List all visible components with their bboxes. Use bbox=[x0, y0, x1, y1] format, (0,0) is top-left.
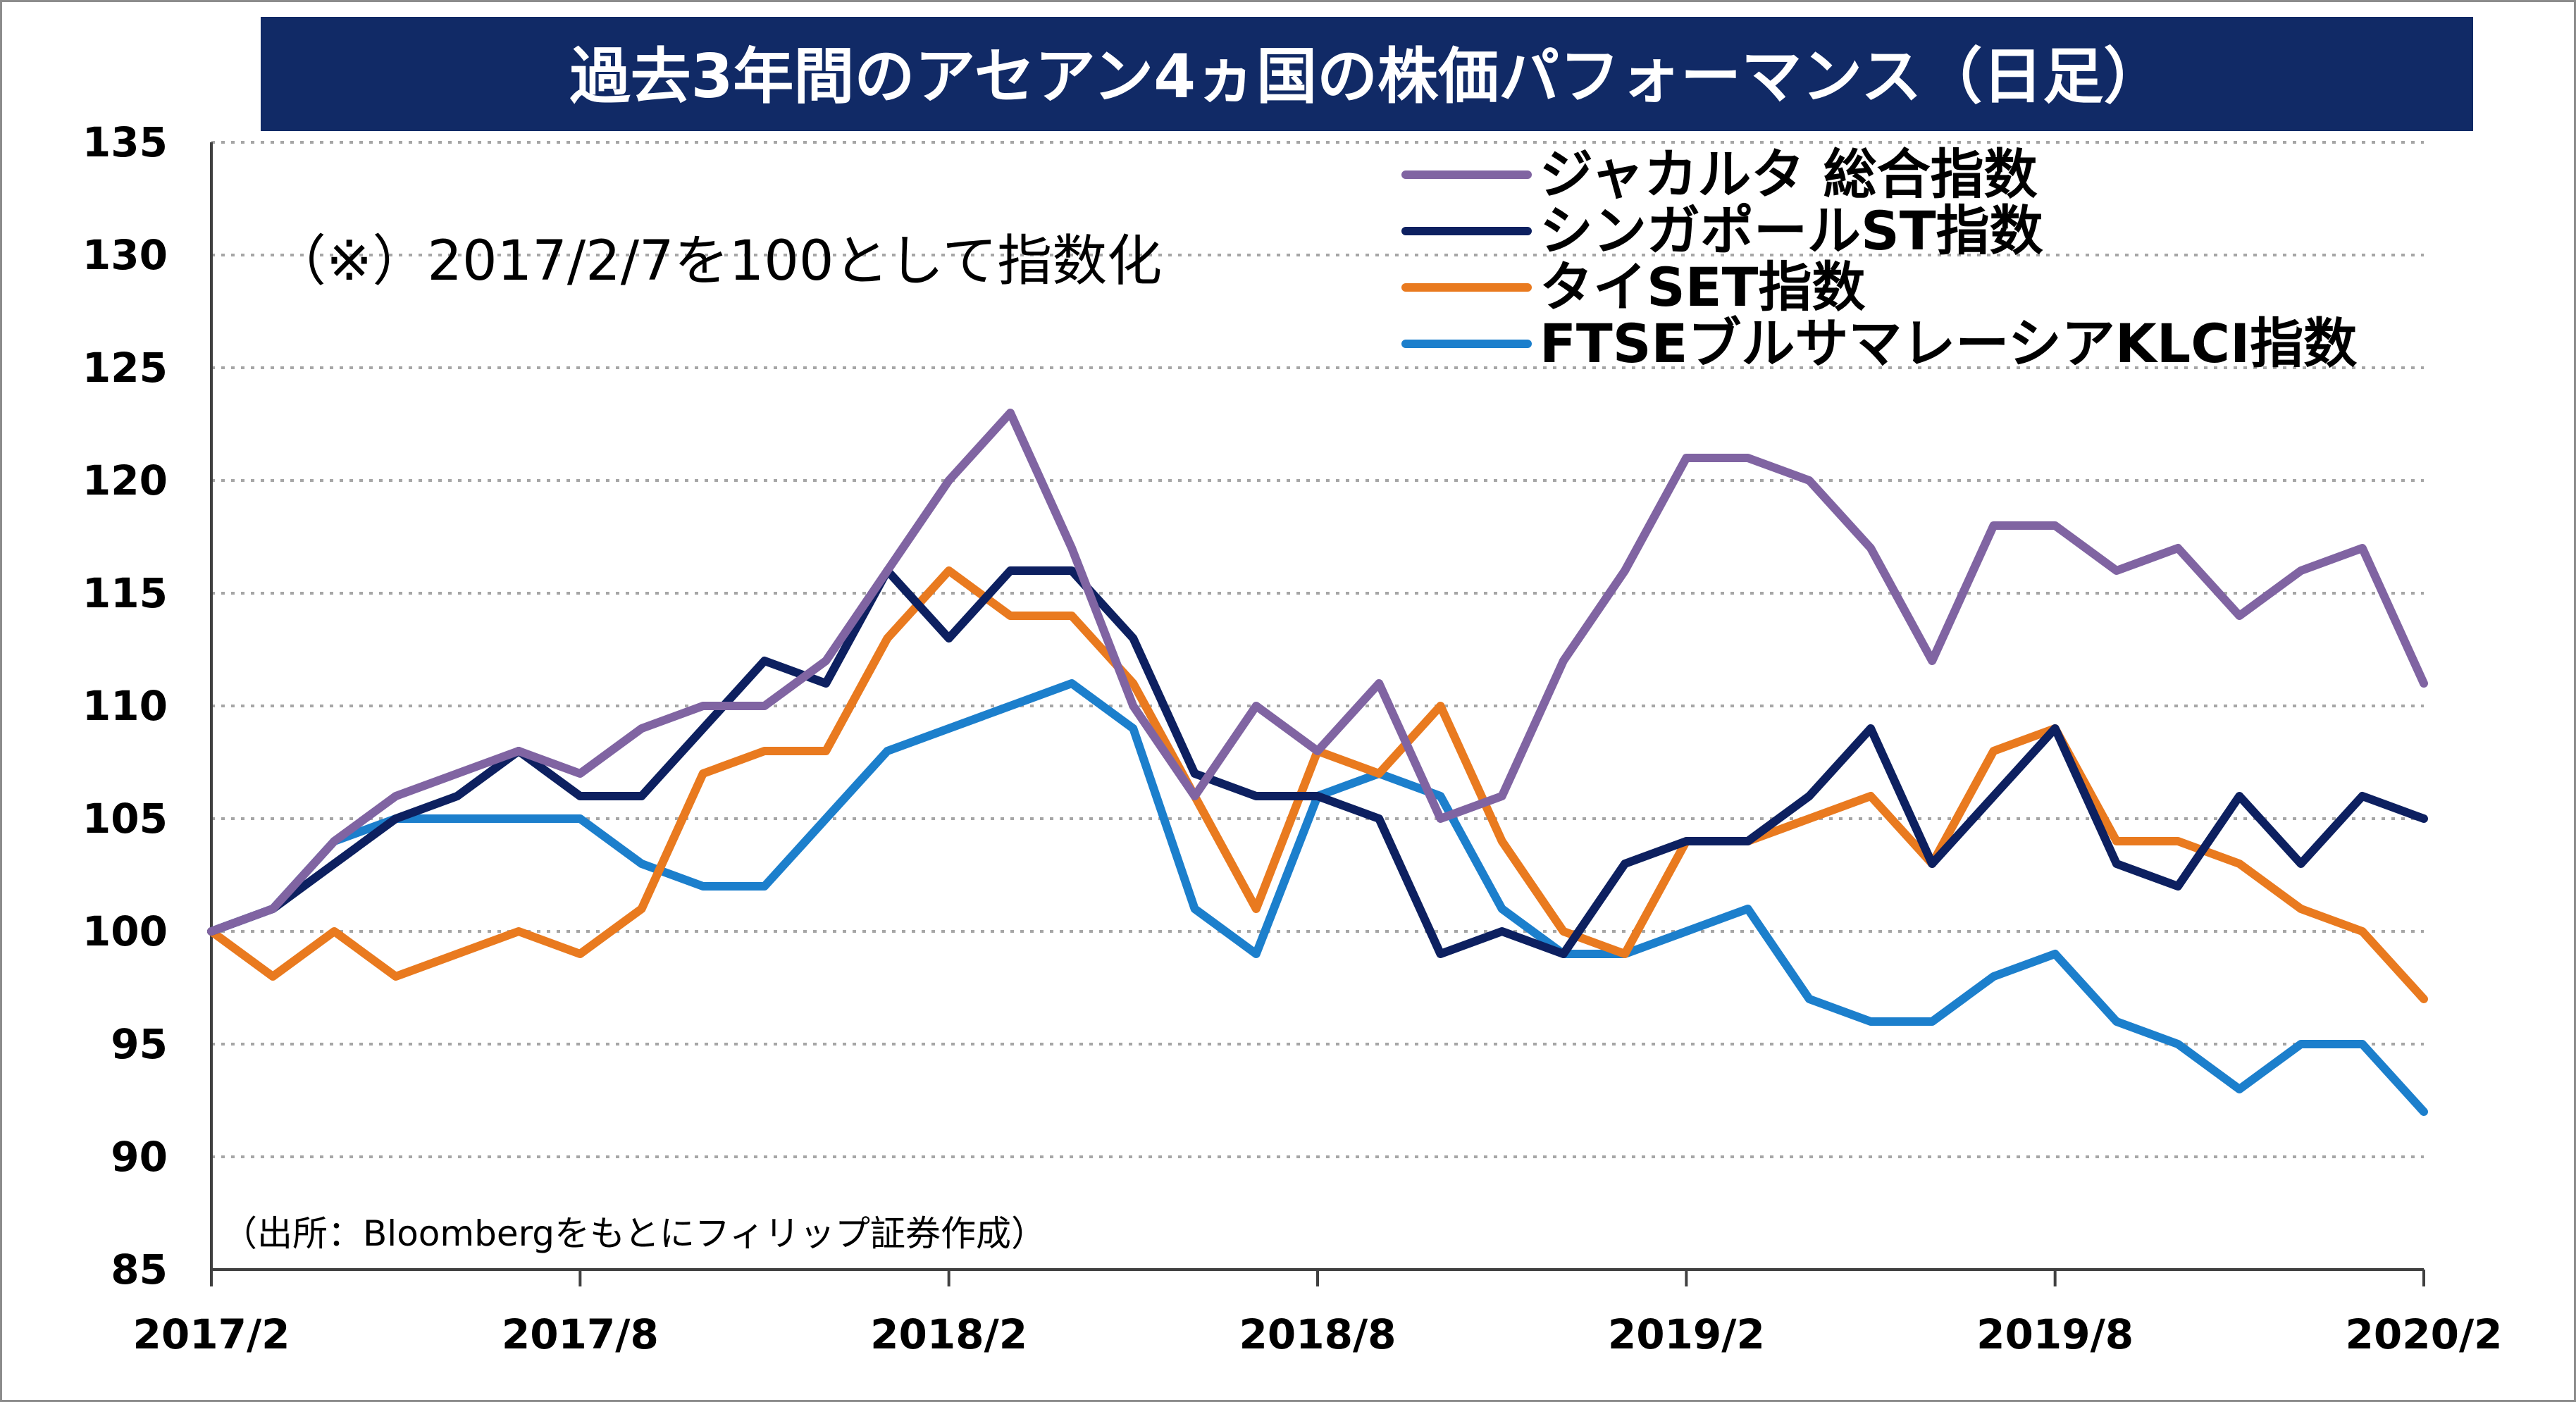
x-tick-label: 2017/2 bbox=[133, 1310, 290, 1358]
y-tick-label: 90 bbox=[111, 1133, 168, 1181]
y-tick-label: 130 bbox=[82, 231, 168, 279]
index-note: （※）2017/2/7を100として指数化 bbox=[271, 230, 1162, 293]
y-tick-label: 100 bbox=[82, 907, 168, 955]
gridlines bbox=[211, 141, 2424, 1158]
chart-title: 過去3年間のアセアン4ヵ国の株価パフォーマンス（日足） bbox=[570, 42, 2165, 112]
series-line-2 bbox=[207, 566, 2428, 958]
x-tick-label: 2020/2 bbox=[2346, 1310, 2503, 1358]
legend-label: ジャカルタ 総合指数 bbox=[1540, 143, 2038, 206]
series-line-1 bbox=[207, 409, 2428, 936]
y-tick-label: 110 bbox=[82, 682, 168, 730]
series-line-3 bbox=[207, 566, 2428, 1003]
y-tick-label: 105 bbox=[82, 795, 168, 843]
x-tick-label: 2018/8 bbox=[1239, 1310, 1397, 1358]
x-tick-label: 2018/2 bbox=[870, 1310, 1027, 1358]
title-banner bbox=[261, 17, 2473, 131]
legend-label: シンガポールST指数 bbox=[1540, 199, 2043, 262]
x-tick-label: 2019/2 bbox=[1608, 1310, 1765, 1358]
y-tick-label: 125 bbox=[82, 344, 168, 392]
x-tick-label: 2017/8 bbox=[502, 1310, 659, 1358]
y-tick-label: 115 bbox=[82, 569, 168, 617]
legend-label: FTSEブルサマレーシアKLCI指数 bbox=[1540, 312, 2357, 375]
series-lines bbox=[207, 409, 2428, 1116]
y-tick-label: 120 bbox=[82, 457, 168, 504]
source-note: （出所：Bloombergをもとにフィリップ証券作成） bbox=[222, 1213, 1046, 1254]
x-tick-label: 2019/8 bbox=[1976, 1310, 2134, 1358]
axes: 135 130 125 120 115 110 105 100 95 90 85 2017/2 2017… bbox=[82, 118, 2503, 1358]
y-tick-label: 135 bbox=[82, 118, 168, 166]
y-tick-label: 95 bbox=[111, 1020, 168, 1068]
y-tick-label: 85 bbox=[111, 1246, 168, 1294]
legend: ジャカルタ 総合指数シンガポールST指数タイSET指数FTSEブルサマレーシアK… bbox=[1401, 143, 2357, 375]
legend-label: タイSET指数 bbox=[1540, 256, 1866, 318]
